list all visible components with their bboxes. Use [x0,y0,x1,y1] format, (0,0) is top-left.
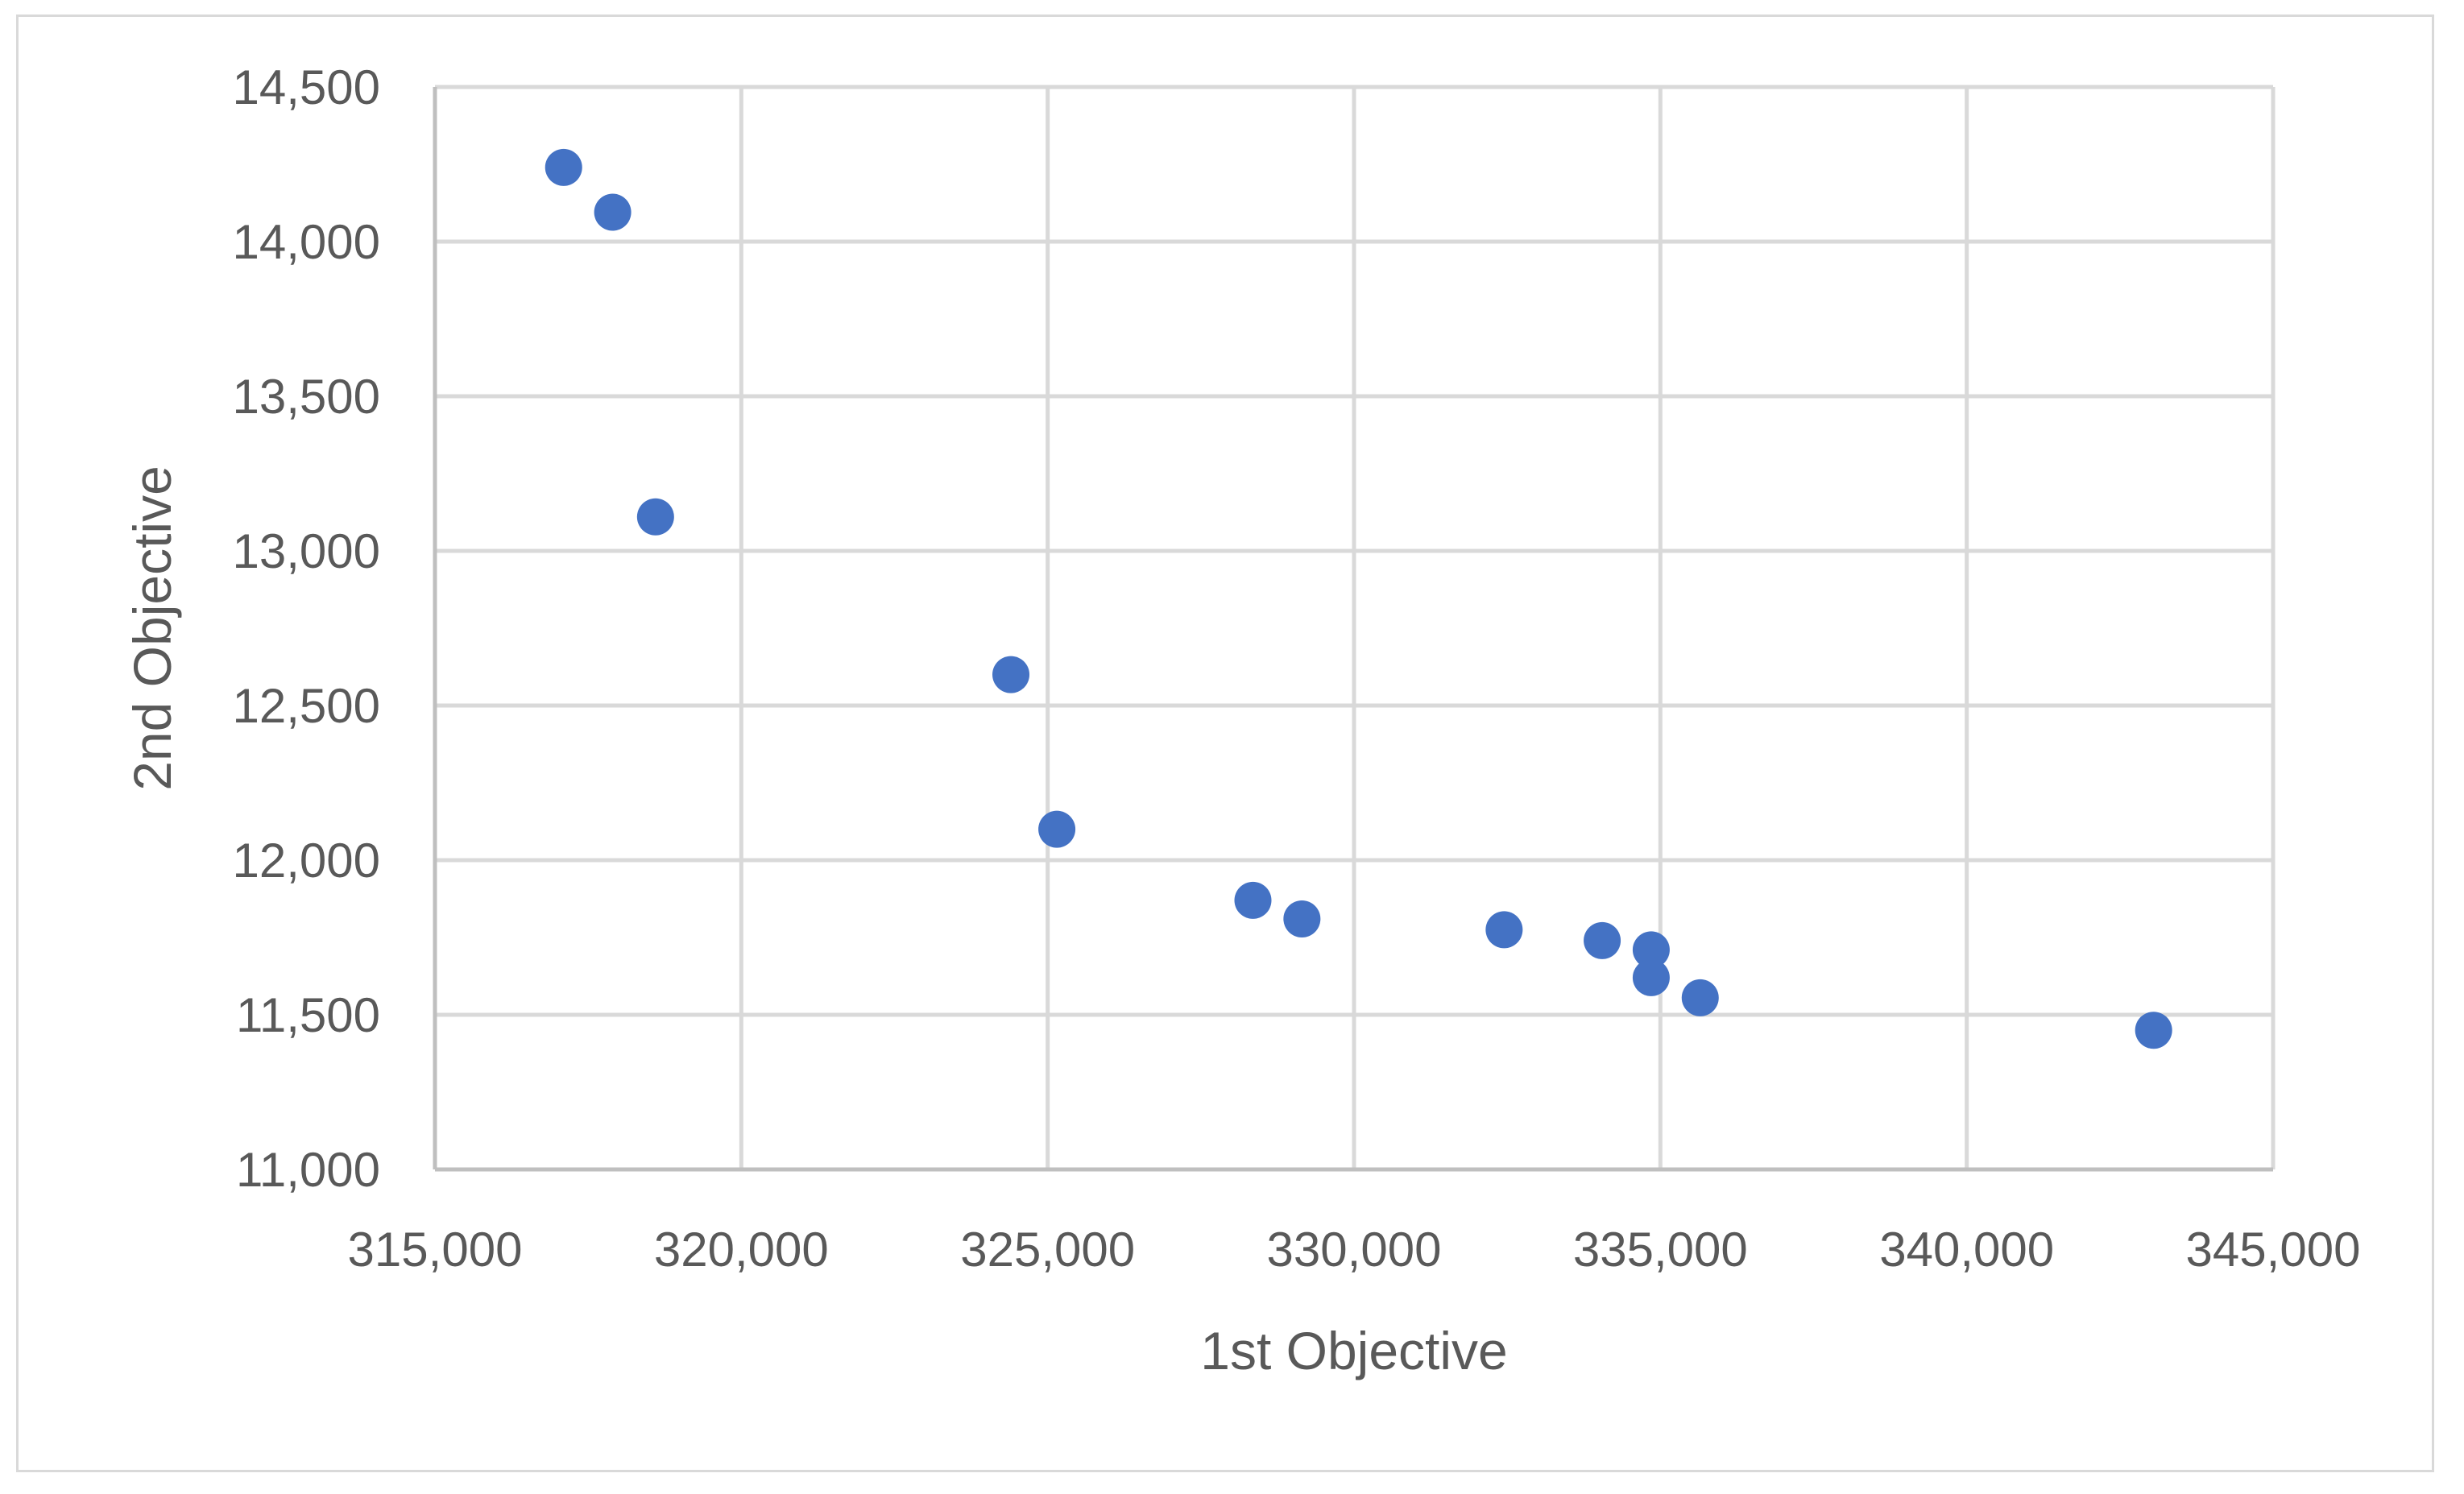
x-tick-label: 325,000 [960,1223,1135,1277]
data-point [1234,881,1272,919]
x-axis-title: 1st Objective [1200,1321,1508,1380]
y-tick-label: 14,500 [232,60,380,114]
y-tick-label: 11,500 [236,988,380,1042]
y-tick-label: 12,000 [232,834,380,888]
y-tick-label: 11,000 [236,1143,380,1197]
data-point [636,498,674,536]
data-point [594,193,632,231]
y-tick-label: 12,500 [232,679,380,733]
data-point [1038,810,1076,848]
data-point [545,148,582,186]
data-point [1632,958,1670,996]
axes [433,87,2273,1172]
data-points [545,148,2172,1049]
gridlines [435,85,2276,1169]
x-tick-label: 315,000 [348,1223,523,1277]
x-tick-label: 330,000 [1267,1223,1442,1277]
x-tick-label: 320,000 [654,1223,829,1277]
y-tick-label: 14,000 [232,215,380,269]
chart-frame [16,14,2434,1472]
data-point [992,656,1030,693]
data-point [1283,900,1321,937]
x-tick-labels: 315,000 320,000 325,000 330,000 335,000 340,0… [348,1223,2361,1277]
y-tick-label: 13,000 [232,524,380,578]
y-axis-title: 2nd Objective [122,466,182,791]
x-tick-label: 345,000 [2186,1223,2361,1277]
y-tick-labels: 11,000 11,500 12,000 12,500 13,000 13,500 14,0… [232,60,380,1197]
data-point [1632,931,1670,969]
data-point [2135,1012,2172,1049]
y-tick-label: 13,500 [232,370,380,424]
data-point [1681,979,1719,1016]
data-point [1485,911,1523,949]
x-tick-label: 340,000 [1879,1223,2054,1277]
x-tick-label: 335,000 [1573,1223,1748,1277]
data-point [1584,921,1621,959]
